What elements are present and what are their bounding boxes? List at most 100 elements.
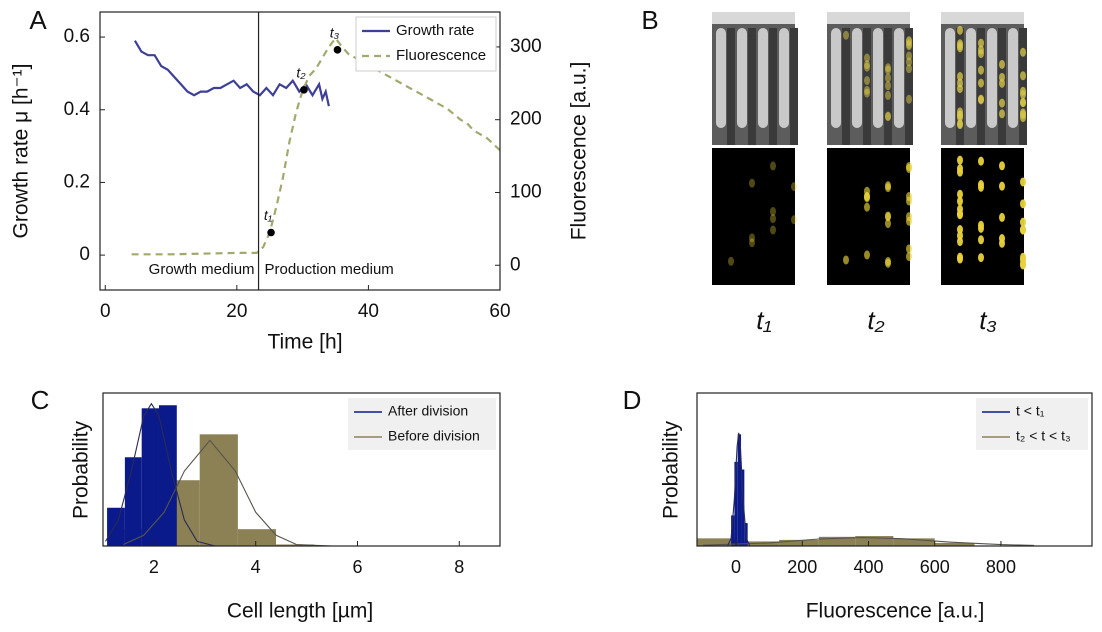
time-marker [300, 86, 308, 94]
cell [843, 255, 849, 265]
hist-bar [818, 536, 856, 546]
x-tick-label: 4 [251, 557, 261, 577]
cell [864, 191, 870, 201]
channel [748, 28, 756, 145]
cell-overlay [864, 53, 870, 63]
cell [791, 215, 797, 225]
cell [978, 182, 984, 192]
cell [885, 219, 891, 229]
cell-overlay [957, 78, 963, 88]
cell [864, 250, 870, 260]
hist-bar [734, 461, 738, 546]
x-tick-label: 0 [100, 301, 111, 322]
series-line [131, 36, 500, 256]
legend-label: Before division [388, 428, 480, 444]
annotation: Production medium [265, 261, 394, 278]
x-tick-label: 400 [853, 557, 883, 577]
x-tick-label: 6 [352, 557, 362, 577]
cell [885, 183, 891, 193]
cell-overlay [1020, 108, 1026, 118]
legend-box [355, 16, 497, 72]
x-tick-label: 20 [226, 301, 247, 322]
cell [791, 182, 797, 192]
hist-bar [237, 529, 277, 546]
hist-bar [779, 539, 819, 546]
time-label: t₂ [867, 305, 884, 335]
pillar [987, 28, 997, 128]
legend-label: t < t₁ [1016, 403, 1045, 419]
cell [999, 238, 1005, 248]
cell [906, 164, 912, 174]
plot-frame [696, 392, 1093, 547]
hist-bar [107, 507, 125, 546]
x-tick-label: 0 [731, 557, 741, 577]
cell-overlay [999, 59, 1005, 69]
x-axis-label: Fluorescence [a.u.] [806, 600, 985, 623]
fit-curve [105, 402, 216, 546]
cell [906, 212, 912, 222]
cell [999, 161, 1005, 171]
cell [906, 252, 912, 262]
plot-area [697, 432, 1035, 546]
pillar [716, 28, 726, 128]
cell [957, 204, 963, 214]
panel-letter: C [31, 385, 50, 415]
x-tick-label: 2 [149, 557, 159, 577]
cell-overlay [885, 73, 891, 83]
cell-overlay [864, 62, 870, 72]
hist-bar [276, 544, 315, 546]
microscopy-images [712, 12, 1027, 285]
cell-overlay [999, 109, 1005, 119]
plot-frame [102, 392, 501, 547]
cell [978, 235, 984, 245]
panel-letter: D [623, 385, 642, 415]
pillar [831, 28, 841, 128]
hist-bar [731, 515, 735, 546]
x-axis-label: Cell length [µm] [227, 600, 373, 623]
y-tick-label: 0 [79, 244, 90, 265]
channel [1019, 28, 1027, 145]
pillar [873, 28, 883, 128]
legend-label: After division [388, 403, 468, 419]
cell [864, 202, 870, 212]
cell-overlay [1020, 86, 1026, 96]
x-tick-label: 200 [787, 557, 817, 577]
channel-top [827, 12, 910, 24]
time-marker [333, 46, 342, 54]
cell-overlay [906, 94, 912, 104]
cell-overlay [864, 85, 870, 95]
channel [769, 28, 777, 145]
cell [1020, 217, 1026, 227]
cell-overlay [978, 45, 984, 55]
cell-overlay [1020, 71, 1026, 81]
cell [1020, 225, 1026, 235]
marker-label: t₁ [264, 207, 273, 223]
cell-overlay [1020, 98, 1026, 108]
annotation: Growth medium [149, 261, 255, 278]
y2-tick-label: 100 [510, 181, 542, 202]
plot-area [105, 402, 500, 546]
fluorescence-image [712, 148, 795, 285]
cell [1020, 177, 1026, 187]
y-tick-label: 0.6 [64, 26, 90, 47]
hist-bar [741, 469, 745, 546]
cell [957, 252, 963, 262]
hist-bar [737, 434, 742, 546]
cell [999, 212, 1005, 222]
fit-curve [702, 537, 1035, 546]
marker-label: t₂ [296, 65, 306, 81]
cell [906, 192, 912, 202]
cell-overlay [1020, 47, 1026, 57]
pillar [758, 28, 768, 128]
panel-letter: B [641, 5, 658, 35]
legend-box [348, 398, 496, 450]
hist-bar [934, 542, 975, 546]
cell [906, 244, 912, 254]
hist-bar [893, 538, 935, 546]
y-tick-label: 0.4 [64, 99, 91, 120]
y-tick-label: 0.2 [64, 171, 90, 192]
y2-axis-label: Fluorescence [a.u.] [568, 62, 591, 241]
x-tick-label: 800 [986, 557, 1016, 577]
pillar [1008, 28, 1018, 128]
